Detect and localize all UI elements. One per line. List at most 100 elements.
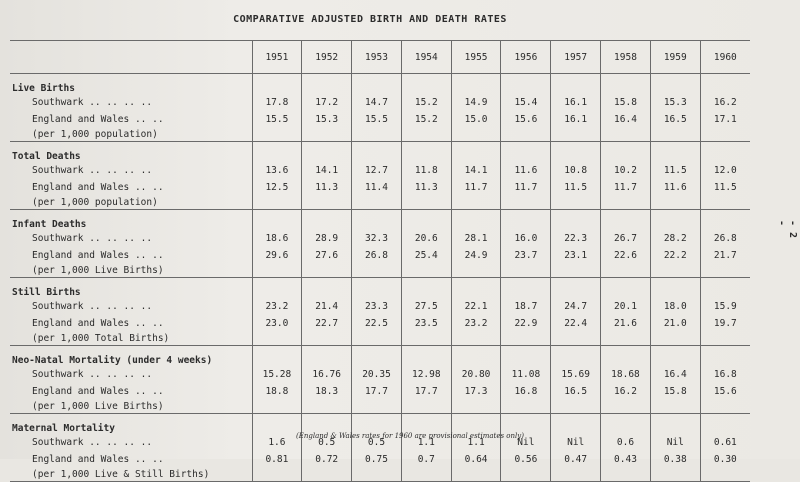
empty-cell xyxy=(400,264,452,278)
table-row: England and Wales .. .. 18.8 18.3 17.7 17.7 1… xyxy=(10,383,750,400)
rate-cell: 17.2 xyxy=(301,94,352,111)
empty-cell xyxy=(251,332,302,346)
empty-cell xyxy=(699,141,750,162)
empty-cell xyxy=(649,209,701,230)
empty-cell xyxy=(600,413,651,434)
rate-cell: 11.3 xyxy=(400,179,452,196)
empty-cell xyxy=(351,277,402,298)
rate-cell: 11.8 xyxy=(400,162,452,179)
empty-cell xyxy=(301,141,352,162)
empty-cell xyxy=(400,468,452,482)
rate-cell: 0.61 xyxy=(699,434,750,451)
rate-cell: 18.7 xyxy=(500,298,551,315)
rate-cell: 0.6 xyxy=(600,434,651,451)
year-header-cell: 1951 xyxy=(251,40,302,74)
rate-cell: 1.6 xyxy=(251,434,302,451)
rate-cell: 17.7 xyxy=(400,383,452,400)
empty-cell xyxy=(649,468,701,482)
rate-cell: 0.81 xyxy=(251,451,302,468)
empty-cell xyxy=(649,196,701,210)
rate-cell: 15.2 xyxy=(400,94,452,111)
rate-cell: 15.5 xyxy=(251,111,302,128)
empty-cell xyxy=(251,141,302,162)
empty-cell xyxy=(351,468,402,482)
empty-cell xyxy=(450,73,501,94)
empty-cell xyxy=(450,277,501,298)
empty-cell xyxy=(450,400,501,414)
empty-cell xyxy=(400,209,452,230)
rate-cell: 17.8 xyxy=(251,94,302,111)
empty-cell xyxy=(251,209,302,230)
row-label: Southwark .. .. .. .. xyxy=(32,369,153,380)
empty-cell xyxy=(550,264,601,278)
row-label: Southwark .. .. .. .. xyxy=(32,165,153,176)
year-header-cell: 1955 xyxy=(450,40,501,74)
rate-cell: 14.1 xyxy=(450,162,501,179)
rate-cell: 0.5 xyxy=(301,434,352,451)
empty-cell xyxy=(699,128,750,142)
rate-cell: 26.7 xyxy=(600,230,651,247)
rate-cell: 23.3 xyxy=(351,298,402,315)
rate-cell: 16.5 xyxy=(649,111,701,128)
empty-cell xyxy=(600,468,651,482)
rate-cell: 1.1 xyxy=(400,434,452,451)
empty-cell xyxy=(500,141,551,162)
empty-cell xyxy=(500,277,551,298)
empty-cell xyxy=(550,277,601,298)
empty-cell xyxy=(699,277,750,298)
rate-cell: 0.56 xyxy=(500,451,551,468)
rate-cell: 16.8 xyxy=(500,383,551,400)
rate-cell: 15.6 xyxy=(500,111,551,128)
rate-cell: 29.6 xyxy=(251,247,302,264)
empty-cell xyxy=(251,128,302,142)
rate-cell: 16.2 xyxy=(600,383,651,400)
group-heading-row: Infant Deaths xyxy=(10,209,750,230)
year-header-cell: 1954 xyxy=(400,40,452,74)
rate-cell: 22.5 xyxy=(351,315,402,332)
rate-cell: 20.80 xyxy=(450,366,501,383)
rate-cell: 14.9 xyxy=(450,94,501,111)
empty-cell xyxy=(699,264,750,278)
rate-cell: 21.0 xyxy=(649,315,701,332)
rate-cell: 15.28 xyxy=(251,366,302,383)
table-row: Southwark .. .. .. .. 17.8 17.2 14.7 15.2 14.… xyxy=(10,94,750,111)
rate-cell: 20.6 xyxy=(400,230,452,247)
row-label: Southwark .. .. .. .. xyxy=(32,301,153,312)
rate-cell: 28.9 xyxy=(301,230,352,247)
empty-cell xyxy=(600,209,651,230)
empty-cell xyxy=(649,345,701,366)
empty-cell xyxy=(550,332,601,346)
empty-cell xyxy=(301,345,352,366)
empty-cell xyxy=(351,209,402,230)
rate-cell: 25.4 xyxy=(400,247,452,264)
empty-cell xyxy=(550,141,601,162)
group-note: (per 1,000 population) xyxy=(10,196,252,210)
rate-cell: 15.5 xyxy=(351,111,402,128)
rate-cell: 23.0 xyxy=(251,315,302,332)
rate-cell: 11.5 xyxy=(550,179,601,196)
page-title: COMPARATIVE ADJUSTED BIRTH AND DEATH RAT… xyxy=(233,14,507,25)
table-row: England and Wales .. .. 15.5 15.3 15.5 15.2 1… xyxy=(10,111,750,128)
empty-cell xyxy=(600,264,651,278)
group-heading: Still Births xyxy=(12,287,81,298)
group-note: (per 1,000 Live & Still Births) xyxy=(10,468,252,482)
rate-cell: 16.1 xyxy=(550,94,601,111)
empty-cell xyxy=(600,400,651,414)
rate-cell: 24.9 xyxy=(450,247,501,264)
rate-cell: 12.98 xyxy=(400,366,452,383)
empty-cell xyxy=(600,141,651,162)
group-heading: Live Births xyxy=(12,83,75,94)
rate-cell: 17.3 xyxy=(450,383,501,400)
rate-cell: 18.6 xyxy=(251,230,302,247)
empty-cell xyxy=(450,345,501,366)
rate-cell: 21.4 xyxy=(301,298,352,315)
empty-cell xyxy=(649,277,701,298)
footnote: (England & Wales rates for 1960 are prov… xyxy=(296,432,524,440)
empty-cell xyxy=(450,468,501,482)
empty-cell xyxy=(251,264,302,278)
rates-table-body: Live Births Southwark .. .. .. .. 17.8 17.2… xyxy=(10,73,750,482)
table-row: England and Wales .. .. 12.5 11.3 11.4 11.3 1… xyxy=(10,179,750,196)
group-note: (per 1,000 Live Births) xyxy=(10,264,252,278)
empty-cell xyxy=(351,128,402,142)
empty-cell xyxy=(649,73,701,94)
